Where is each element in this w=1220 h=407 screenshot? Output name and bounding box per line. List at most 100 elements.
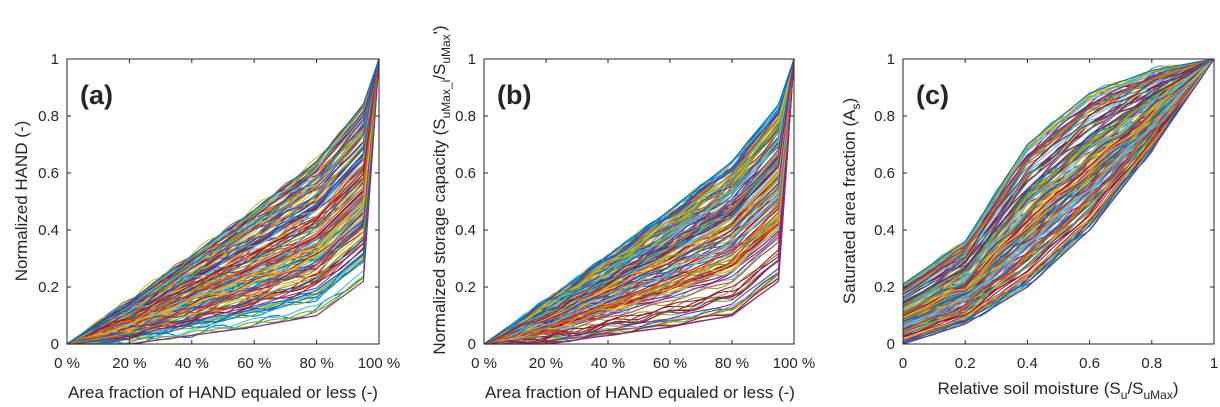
panel-a: 0 % 20 % 40 % 60 % 80 % 100 % 00.20.40.60.81 … <box>12 51 400 402</box>
catchment-curve <box>483 58 795 345</box>
catchment-curve <box>66 58 380 345</box>
y-tick-label: 0 <box>51 336 59 353</box>
panel-c: 0 0.2 0.4 0.6 0.8 1 0 0.2 0.4 0.6 0.8 1 (c) Relati… <box>840 51 1218 402</box>
panel-b-y-axis-label: Normalized storage capacity (SuMax_i/SuM… <box>430 25 453 354</box>
y-tick-label: 1 <box>51 51 59 68</box>
panel-a-x-ticks: 0 % 20 % 40 % 60 % 80 % 100 % <box>54 59 400 372</box>
y-tick-label: 0.2 <box>38 279 59 296</box>
catchment-curve <box>483 58 795 345</box>
x-tick-label: 0.2 <box>955 355 976 372</box>
catchment-curve <box>902 58 1215 286</box>
y-tick-label: 0.4 <box>874 222 895 239</box>
panel-c-axes-box <box>902 58 1215 345</box>
y-tick-label: 0.8 <box>874 108 895 125</box>
catchment-curve <box>902 58 1215 338</box>
panel-b-axes-box <box>483 58 795 345</box>
panel-a-curves <box>66 58 380 345</box>
catchment-curve <box>66 58 380 345</box>
catchment-curve <box>483 58 795 345</box>
panel-a-y-axis-label: Normalized HAND (-) <box>12 121 31 282</box>
x-tick-label: 0.4 <box>1017 355 1038 372</box>
catchment-curve <box>483 58 795 345</box>
catchment-curve <box>902 58 1215 326</box>
x-tick-label: 0.8 <box>1141 355 1162 372</box>
catchment-curve <box>66 58 380 345</box>
x-tick-label: 0 <box>899 355 907 372</box>
catchment-curve <box>902 58 1215 329</box>
panel-b-y-ticks: 0 0.2 0.4 0.6 0.8 1 <box>455 51 794 353</box>
catchment-curve <box>902 58 1215 299</box>
panel-b-curves <box>483 58 795 345</box>
y-tick-label: 0.6 <box>455 165 476 182</box>
x-tick-label: 40 % <box>591 355 625 372</box>
y-tick-label: 0.2 <box>455 279 476 296</box>
x-tick-label: 20 % <box>112 355 146 372</box>
y-tick-label: 0.6 <box>874 165 895 182</box>
catchment-curve <box>902 58 1215 338</box>
catchment-curve <box>902 58 1215 304</box>
catchment-curve <box>483 58 795 345</box>
x-tick-label: 0.6 <box>1079 355 1100 372</box>
panel-a-x-axis-label: Area fraction of HAND equaled or less (-… <box>68 383 378 402</box>
catchment-curve <box>902 58 1215 341</box>
catchment-curve <box>902 58 1215 344</box>
catchment-curve <box>483 58 795 345</box>
catchment-curve <box>66 58 380 345</box>
y-tick-label: 0 <box>887 336 895 353</box>
x-tick-label: 20 % <box>529 355 563 372</box>
catchment-curve <box>483 58 795 345</box>
catchment-curve <box>483 58 795 345</box>
catchment-curve <box>902 58 1215 287</box>
x-tick-label: 60 % <box>653 355 687 372</box>
y-tick-label: 0 <box>468 336 476 353</box>
panel-b-label: (b) <box>497 80 531 110</box>
x-tick-label: 40 % <box>175 355 209 372</box>
envelope-curve-upper <box>66 58 380 345</box>
x-tick-label: 0 % <box>471 355 497 372</box>
catchment-curve <box>902 58 1215 323</box>
catchment-curve <box>902 58 1215 321</box>
catchment-curve <box>902 58 1215 289</box>
catchment-curve <box>66 58 380 345</box>
x-tick-label: 100 % <box>358 355 401 372</box>
y-tick-label: 0.6 <box>38 165 59 182</box>
y-tick-label: 1 <box>468 51 476 68</box>
envelope-curve-lower <box>902 58 1215 345</box>
x-tick-label: 1 <box>1210 355 1218 372</box>
catchment-curve <box>902 58 1215 319</box>
catchment-curve <box>902 58 1215 307</box>
catchment-curve <box>902 58 1215 340</box>
catchment-curve <box>902 58 1215 328</box>
panel-c-curves <box>902 58 1215 345</box>
envelope-curve-upper <box>483 58 795 345</box>
x-tick-label: 60 % <box>237 355 271 372</box>
catchment-curve <box>483 58 795 345</box>
panel-b-x-ticks: 0 % 20 % 40 % 60 % 80 % 100 % <box>471 59 815 372</box>
y-tick-label: 0.4 <box>38 222 59 239</box>
catchment-curve <box>483 58 795 345</box>
catchment-curve <box>67 58 380 345</box>
y-tick-label: 0.2 <box>874 279 895 296</box>
y-tick-label: 0.4 <box>455 222 476 239</box>
catchment-curve <box>66 58 380 345</box>
catchment-curve <box>66 58 380 345</box>
panel-a-y-ticks: 0 0.2 0.4 0.6 0.8 1 <box>38 51 379 353</box>
catchment-curve <box>902 58 1215 286</box>
catchment-curve <box>483 58 795 345</box>
catchment-curve <box>902 58 1215 292</box>
catchment-curve <box>66 58 380 345</box>
catchment-curve <box>483 58 795 345</box>
catchment-curve <box>902 58 1215 292</box>
envelope-curve-upper <box>902 58 1215 285</box>
catchment-curve <box>483 58 795 345</box>
x-tick-label: 0 % <box>54 355 80 372</box>
catchment-curve <box>66 58 380 345</box>
catchment-curve <box>483 58 795 345</box>
catchment-curve <box>483 58 795 345</box>
catchment-curve <box>66 58 380 345</box>
y-tick-label: 0.8 <box>38 108 59 125</box>
catchment-curve <box>902 58 1215 314</box>
catchment-curve <box>902 58 1215 294</box>
catchment-curve <box>902 58 1215 310</box>
